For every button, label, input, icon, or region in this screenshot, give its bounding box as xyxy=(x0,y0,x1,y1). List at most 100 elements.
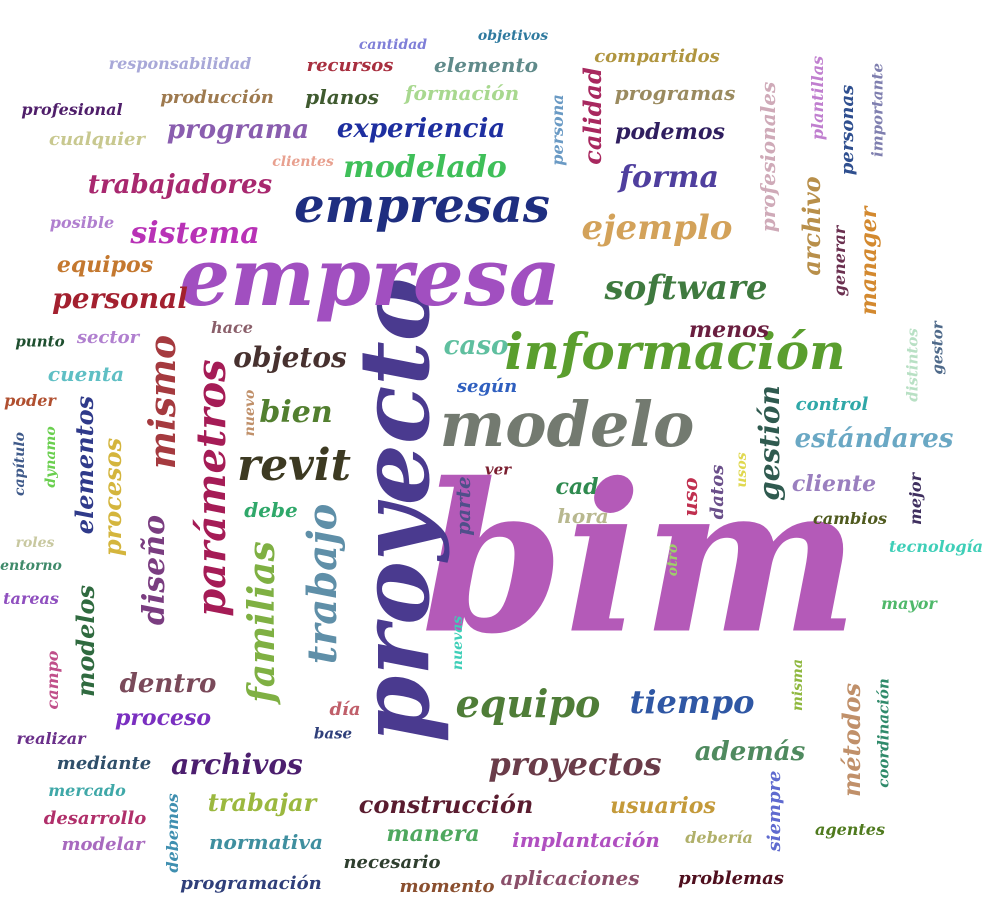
word-cambios: cambios xyxy=(813,509,887,528)
word-modelos: modelos xyxy=(71,584,100,698)
word-problemas: problemas xyxy=(678,868,784,889)
word-bim: bim xyxy=(420,439,860,680)
word-implantacion: implantación xyxy=(512,828,660,852)
word-archivo: archivo xyxy=(797,176,826,276)
word-objetos: objetos xyxy=(233,341,347,374)
word-proyecto: proyecto xyxy=(338,277,451,743)
word-mayor: mayor xyxy=(881,594,937,613)
word-modelo: modelo xyxy=(439,388,695,461)
word-mercado: mercado xyxy=(48,781,126,800)
word-profesional: profesional xyxy=(21,100,123,119)
word-trabajadores: trabajadores xyxy=(87,170,273,200)
word-roles: roles xyxy=(15,535,55,551)
word-debe: debe xyxy=(244,498,298,522)
word-personal: personal xyxy=(52,282,188,315)
word-parametros: parámetros xyxy=(188,359,235,617)
word-usuarios: usuarios xyxy=(610,793,716,819)
word-ejemplo: ejemplo xyxy=(581,208,733,248)
word-trabajo: trabajo xyxy=(299,503,346,665)
word-siempre: siempre xyxy=(764,770,785,852)
word-poder: poder xyxy=(4,391,56,410)
word-construccion: construcción xyxy=(358,790,534,819)
word-empresas: empresas xyxy=(294,178,550,234)
word-punto: punto xyxy=(15,332,65,351)
word-campo: campo xyxy=(43,650,62,710)
word-plantillas: plantillas xyxy=(808,55,827,141)
word-segun: según xyxy=(456,376,518,397)
word-compartidos: compartidos xyxy=(594,46,720,67)
word-cliente: cliente xyxy=(791,471,877,497)
word-profesionales: profesionales xyxy=(756,81,780,233)
word-agentes: agentes xyxy=(815,820,885,839)
word-responsabilidad: responsabilidad xyxy=(108,54,252,73)
word-nuevas: nuevas xyxy=(450,615,466,671)
word-produccion: producción xyxy=(160,87,274,108)
word-recursos: recursos xyxy=(306,55,394,76)
word-datos: datos xyxy=(707,464,728,520)
word-revit: revit xyxy=(237,440,351,491)
word-personas: personas xyxy=(837,84,858,176)
word-forma: forma xyxy=(619,160,719,195)
word-sector: sector xyxy=(76,327,140,348)
word-tecnologia: tecnología xyxy=(889,537,983,556)
word-entorno: entorno xyxy=(0,558,62,574)
word-podemos: podemos xyxy=(615,119,725,145)
word-proyectos: proyectos xyxy=(488,745,662,783)
word-deberia: debería xyxy=(685,828,753,847)
word-elemento: elemento xyxy=(433,53,539,77)
word-cuenta: cuenta xyxy=(47,362,125,386)
word-uso: uso xyxy=(678,477,702,517)
word-coordinacion: coordinación xyxy=(874,678,893,788)
word-elementos: elementos xyxy=(70,395,99,535)
word-cad: cad xyxy=(555,474,599,500)
word-persona: persona xyxy=(548,94,567,166)
word-capitulo: capítulo xyxy=(12,431,28,497)
word-cualquier: cualquier xyxy=(49,129,145,150)
word-hora: hora xyxy=(557,504,609,528)
word-cantidad: cantidad xyxy=(358,37,428,53)
word-ademas: además xyxy=(694,737,806,767)
word-necesario: necesario xyxy=(343,852,441,873)
word-programas: programas xyxy=(614,81,736,105)
word-programa: programa xyxy=(166,115,310,145)
word-dia: día xyxy=(329,699,361,720)
word-trabajar: trabajar xyxy=(207,788,317,817)
word-software: software xyxy=(604,268,768,308)
word-gestion: gestión xyxy=(753,385,786,501)
word-nuevo: nuevo xyxy=(242,389,258,437)
word-usos: usos xyxy=(734,452,750,488)
word-estandares: estándares xyxy=(794,424,954,454)
word-hace: hace xyxy=(211,318,253,337)
word-objetivos: objetivos xyxy=(477,28,549,44)
word-mediante: mediante xyxy=(56,753,152,774)
word-informacion: información xyxy=(504,322,846,381)
word-importante: importante xyxy=(868,63,887,157)
word-tiempo: tiempo xyxy=(629,683,755,721)
word-dynamo: dynamo xyxy=(43,426,59,488)
word-modelar: modelar xyxy=(61,834,145,855)
word-caso: caso xyxy=(443,331,509,361)
word-ver: ver xyxy=(484,460,512,479)
word-tareas: tareas xyxy=(3,589,59,608)
word-archivos: archivos xyxy=(171,748,303,781)
word-control: control xyxy=(795,394,869,415)
word-metodos: métodos xyxy=(837,682,866,798)
word-distintos: distintos xyxy=(903,328,922,402)
word-sistema: sistema xyxy=(130,216,260,251)
word-generar: generar xyxy=(830,225,849,297)
word-modelado: modelado xyxy=(343,150,507,185)
word-misma: misma xyxy=(790,659,806,711)
word-manager: manager xyxy=(856,206,882,316)
word-bien: bien xyxy=(259,395,333,430)
word-aplicaciones: aplicaciones xyxy=(500,866,640,890)
word-diseno: diseño xyxy=(137,514,172,626)
word-normativa: normativa xyxy=(209,830,323,854)
word-dentro: dentro xyxy=(119,669,217,699)
word-parte: parte xyxy=(451,476,475,536)
word-otro: otro xyxy=(665,543,681,577)
word-proceso: proceso xyxy=(114,705,212,731)
word-programacion: programación xyxy=(180,873,322,894)
word-equipo: equipo xyxy=(455,681,601,726)
word-empresa: empresa xyxy=(179,230,561,324)
word-mejor: mejor xyxy=(906,473,925,525)
